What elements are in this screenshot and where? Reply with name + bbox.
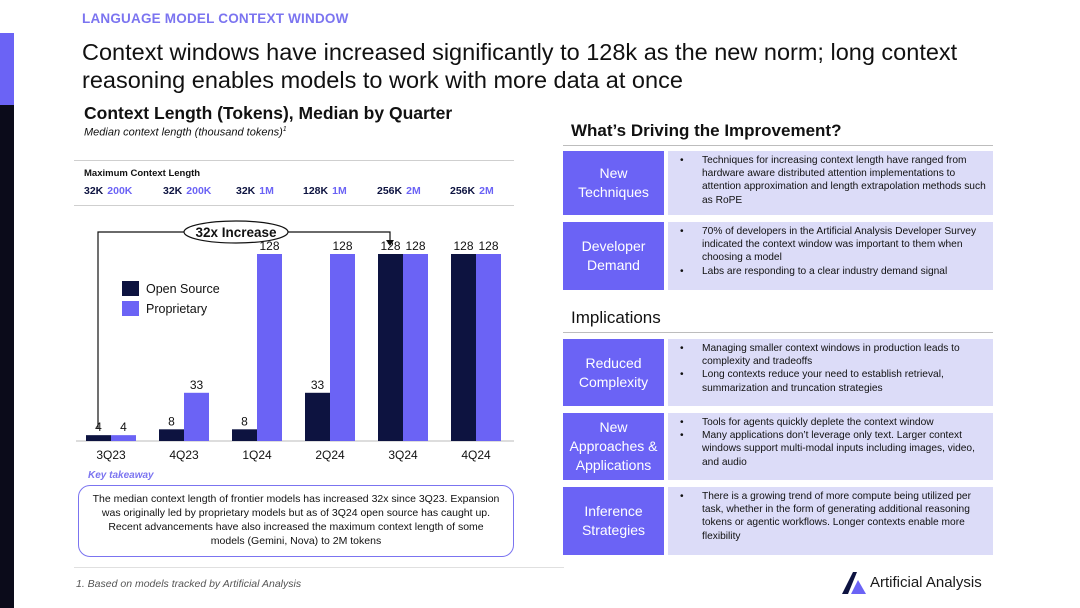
takeaway-label: Key takeaway	[88, 470, 154, 481]
max-context-entry: 256K 2M	[450, 185, 494, 197]
data-label: 128	[405, 239, 425, 253]
driver-row: New Techniques Techniques for increasing…	[563, 151, 993, 215]
annotation-bubble	[183, 220, 289, 244]
page-title: Context windows have increased significa…	[82, 39, 958, 93]
bar-proprietary	[330, 254, 355, 441]
implications-heading: Implications	[571, 308, 661, 327]
row-label: New Approaches & Applications	[563, 413, 664, 480]
data-label: 33	[311, 378, 325, 392]
chart-title: Context Length (Tokens), Median by Quart…	[84, 103, 453, 123]
max-prop-value: 1M	[332, 185, 347, 197]
row-body: Managing smaller context windows in prod…	[668, 339, 993, 406]
brand-name: Artificial Analysis	[870, 574, 982, 591]
max-context-panel: Maximum Context Length 32K 200K 32K 200K 3…	[74, 160, 514, 206]
bar-open-source	[159, 429, 184, 441]
max-prop-value: 2M	[406, 185, 421, 197]
max-open-value: 32K	[84, 185, 104, 197]
bullet-item: There is a growing trend of more compute…	[678, 490, 987, 543]
accent-bar	[0, 33, 14, 105]
bar-chart: 4 4 3Q23 8 33 4Q23 8 128 1Q24 33 128 2Q24 128 128 3Q24…	[76, 220, 514, 462]
x-tick-label: 1Q24	[242, 448, 272, 462]
legend-label: Proprietary	[146, 302, 208, 316]
side-bar	[0, 105, 14, 608]
bar-open-source	[378, 254, 403, 441]
section-divider	[563, 145, 993, 146]
x-tick-label: 4Q23	[169, 448, 199, 462]
section-overline: LANGUAGE MODEL CONTEXT WINDOW	[82, 11, 349, 26]
max-open-value: 256K	[450, 185, 476, 197]
max-context-label: Maximum Context Length	[84, 168, 201, 179]
data-label: 33	[190, 378, 204, 392]
section-divider	[563, 332, 993, 333]
implication-row: New Approaches & Applications Tools for …	[563, 413, 993, 480]
row-body: 70% of developers in the Artificial Anal…	[668, 222, 993, 290]
takeaway-box: The median context length of frontier mo…	[78, 485, 514, 557]
implication-row: Inference Strategies There is a growing …	[563, 487, 993, 555]
bullet-item: Managing smaller context windows in prod…	[678, 342, 987, 368]
bar-proprietary	[403, 254, 428, 441]
driver-row: Developer Demand 70% of developers in th…	[563, 222, 993, 290]
bar-proprietary	[476, 254, 501, 441]
bullet-item: Techniques for increasing context length…	[678, 154, 987, 207]
bullet-item: Many applications don’t leverage only te…	[678, 429, 987, 469]
data-label: 128	[259, 239, 279, 253]
max-prop-value: 2M	[479, 185, 494, 197]
footnote: 1. Based on models tracked by Artificial…	[76, 578, 302, 590]
brand-logo-icon	[842, 572, 866, 594]
max-open-value: 128K	[303, 185, 329, 197]
data-label: 4	[95, 420, 102, 434]
x-tick-label: 4Q24	[461, 448, 491, 462]
bar-open-source	[451, 254, 476, 441]
max-context-entry: 32K 1M	[236, 185, 274, 197]
row-body: There is a growing trend of more compute…	[668, 487, 993, 555]
x-tick-label: 3Q23	[96, 448, 126, 462]
bar-proprietary	[257, 254, 282, 441]
row-label: New Techniques	[563, 151, 664, 215]
chart-subtitle: Median context length (thousand tokens)1	[84, 126, 287, 139]
max-open-value: 256K	[377, 185, 403, 197]
max-context-entry: 256K 2M	[377, 185, 421, 197]
data-label: 128	[478, 239, 498, 253]
data-label: 8	[168, 414, 175, 428]
bar-proprietary	[184, 392, 209, 441]
data-label: 128	[453, 239, 473, 253]
x-tick-label: 2Q24	[315, 448, 345, 462]
max-open-value: 32K	[163, 185, 183, 197]
max-context-entry: 32K 200K	[84, 185, 132, 197]
annotation-label: 32x Increase	[195, 225, 277, 240]
row-body: Techniques for increasing context length…	[668, 151, 993, 215]
drivers-heading: What’s Driving the Improvement?	[571, 121, 842, 140]
max-open-value: 32K	[236, 185, 256, 197]
footnote-marker: 1	[282, 126, 287, 133]
max-context-entry: 128K 1M	[303, 185, 347, 197]
bar-open-source	[86, 435, 111, 441]
bar-open-source	[232, 429, 257, 441]
legend-swatch	[122, 301, 139, 316]
footer-divider	[74, 567, 564, 568]
bar-open-source	[305, 392, 330, 441]
bullet-item: Tools for agents quickly deplete the con…	[678, 416, 987, 429]
data-label: 128	[380, 239, 400, 253]
implication-row: Reduced Complexity Managing smaller cont…	[563, 339, 993, 406]
data-label: 8	[241, 414, 248, 428]
annotation-arrow-icon	[386, 240, 394, 246]
max-prop-value: 200K	[186, 185, 212, 197]
max-prop-value: 200K	[107, 185, 133, 197]
row-body: Tools for agents quickly deplete the con…	[668, 413, 993, 480]
row-label: Reduced Complexity	[563, 339, 664, 406]
bullet-item: Labs are responding to a clear industry …	[678, 265, 987, 278]
legend-swatch	[122, 281, 139, 296]
row-label: Developer Demand	[563, 222, 664, 290]
legend-label: Open Source	[146, 282, 220, 296]
data-label: 4	[120, 420, 127, 434]
chart-subtitle-text: Median context length (thousand tokens)	[84, 126, 283, 139]
row-label: Inference Strategies	[563, 487, 664, 555]
data-label: 128	[332, 239, 352, 253]
x-tick-label: 3Q24	[388, 448, 418, 462]
bullet-item: Long contexts reduce your need to establ…	[678, 368, 987, 394]
bar-proprietary	[111, 435, 136, 441]
max-context-entry: 32K 200K	[163, 185, 211, 197]
max-prop-value: 1M	[259, 185, 274, 197]
bullet-item: 70% of developers in the Artificial Anal…	[678, 225, 987, 265]
